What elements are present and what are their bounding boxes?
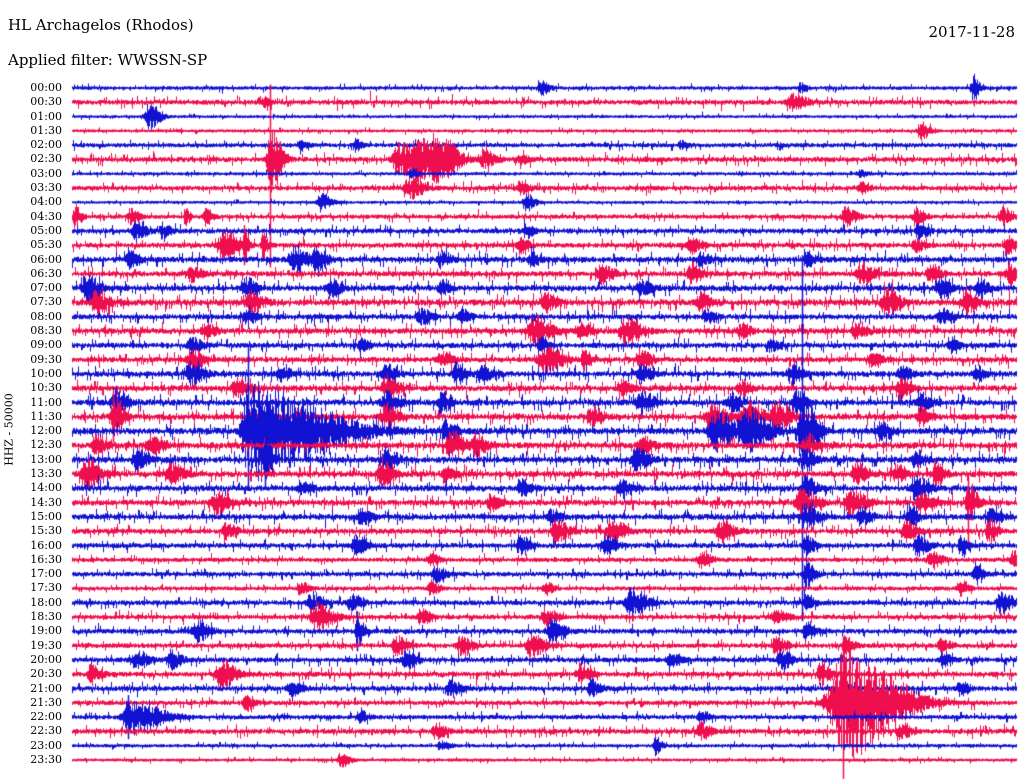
time-label-2100: 21:00 (30, 681, 62, 695)
time-label-0800: 08:00 (30, 309, 62, 323)
time-label-0700: 07:00 (30, 281, 62, 295)
time-label-1130: 11:30 (30, 409, 62, 423)
time-label-1930: 19:30 (30, 638, 62, 652)
time-label-1100: 11:00 (30, 395, 62, 409)
time-label-0130: 01:30 (30, 123, 62, 137)
time-label-2330: 23:30 (30, 753, 62, 766)
station-title: HL Archagelos (Rhodos) (8, 16, 194, 34)
time-label-1430: 14:30 (30, 495, 62, 509)
time-label-0730: 07:30 (30, 295, 62, 309)
time-label-1030: 10:30 (30, 381, 62, 395)
time-labels-column: 00:00 00:30 01:00 01:30 02:00 02:30 03:00 03:30… (0, 0, 70, 780)
time-label-0330: 03:30 (30, 181, 62, 195)
time-label-0830: 08:30 (30, 324, 62, 338)
time-label-1830: 18:30 (30, 610, 62, 624)
time-label-0200: 02:00 (30, 138, 62, 152)
time-label-2200: 22:00 (30, 710, 62, 724)
time-label-1300: 13:00 (30, 452, 62, 466)
time-label-0100: 01:00 (30, 109, 62, 123)
time-label-0500: 05:00 (30, 223, 62, 237)
time-label-0430: 04:30 (30, 209, 62, 223)
time-label-1600: 16:00 (30, 538, 62, 552)
time-label-0600: 06:00 (30, 252, 62, 266)
time-label-0630: 06:30 (30, 266, 62, 280)
time-label-2300: 23:00 (30, 738, 62, 752)
time-label-2130: 21:30 (30, 695, 62, 709)
time-label-0930: 09:30 (30, 352, 62, 366)
time-label-2030: 20:30 (30, 667, 62, 681)
applied-filter-label: Applied filter: WWSSN-SP (8, 51, 208, 69)
time-label-1330: 13:30 (30, 467, 62, 481)
time-label-1530: 15:30 (30, 524, 62, 538)
time-label-0900: 09:00 (30, 338, 62, 352)
time-label-1400: 14:00 (30, 481, 62, 495)
record-date: 2017-11-28 (928, 23, 1015, 41)
time-label-1500: 15:00 (30, 509, 62, 523)
time-label-0230: 02:30 (30, 152, 62, 166)
time-label-1200: 12:00 (30, 424, 62, 438)
time-label-1800: 18:00 (30, 595, 62, 609)
time-label-2000: 20:00 (30, 652, 62, 666)
time-label-0000: 00:00 (30, 81, 62, 94)
time-label-1700: 17:00 (30, 567, 62, 581)
time-label-0400: 04:00 (30, 195, 62, 209)
time-label-0530: 05:30 (30, 238, 62, 252)
time-label-0300: 03:00 (30, 166, 62, 180)
time-label-1900: 19:00 (30, 624, 62, 638)
time-label-0030: 00:30 (30, 95, 62, 109)
time-label-1630: 16:30 (30, 552, 62, 566)
time-label-1730: 17:30 (30, 581, 62, 595)
time-label-2230: 22:30 (30, 724, 62, 738)
time-label-1000: 10:00 (30, 366, 62, 380)
time-label-1230: 12:30 (30, 438, 62, 452)
